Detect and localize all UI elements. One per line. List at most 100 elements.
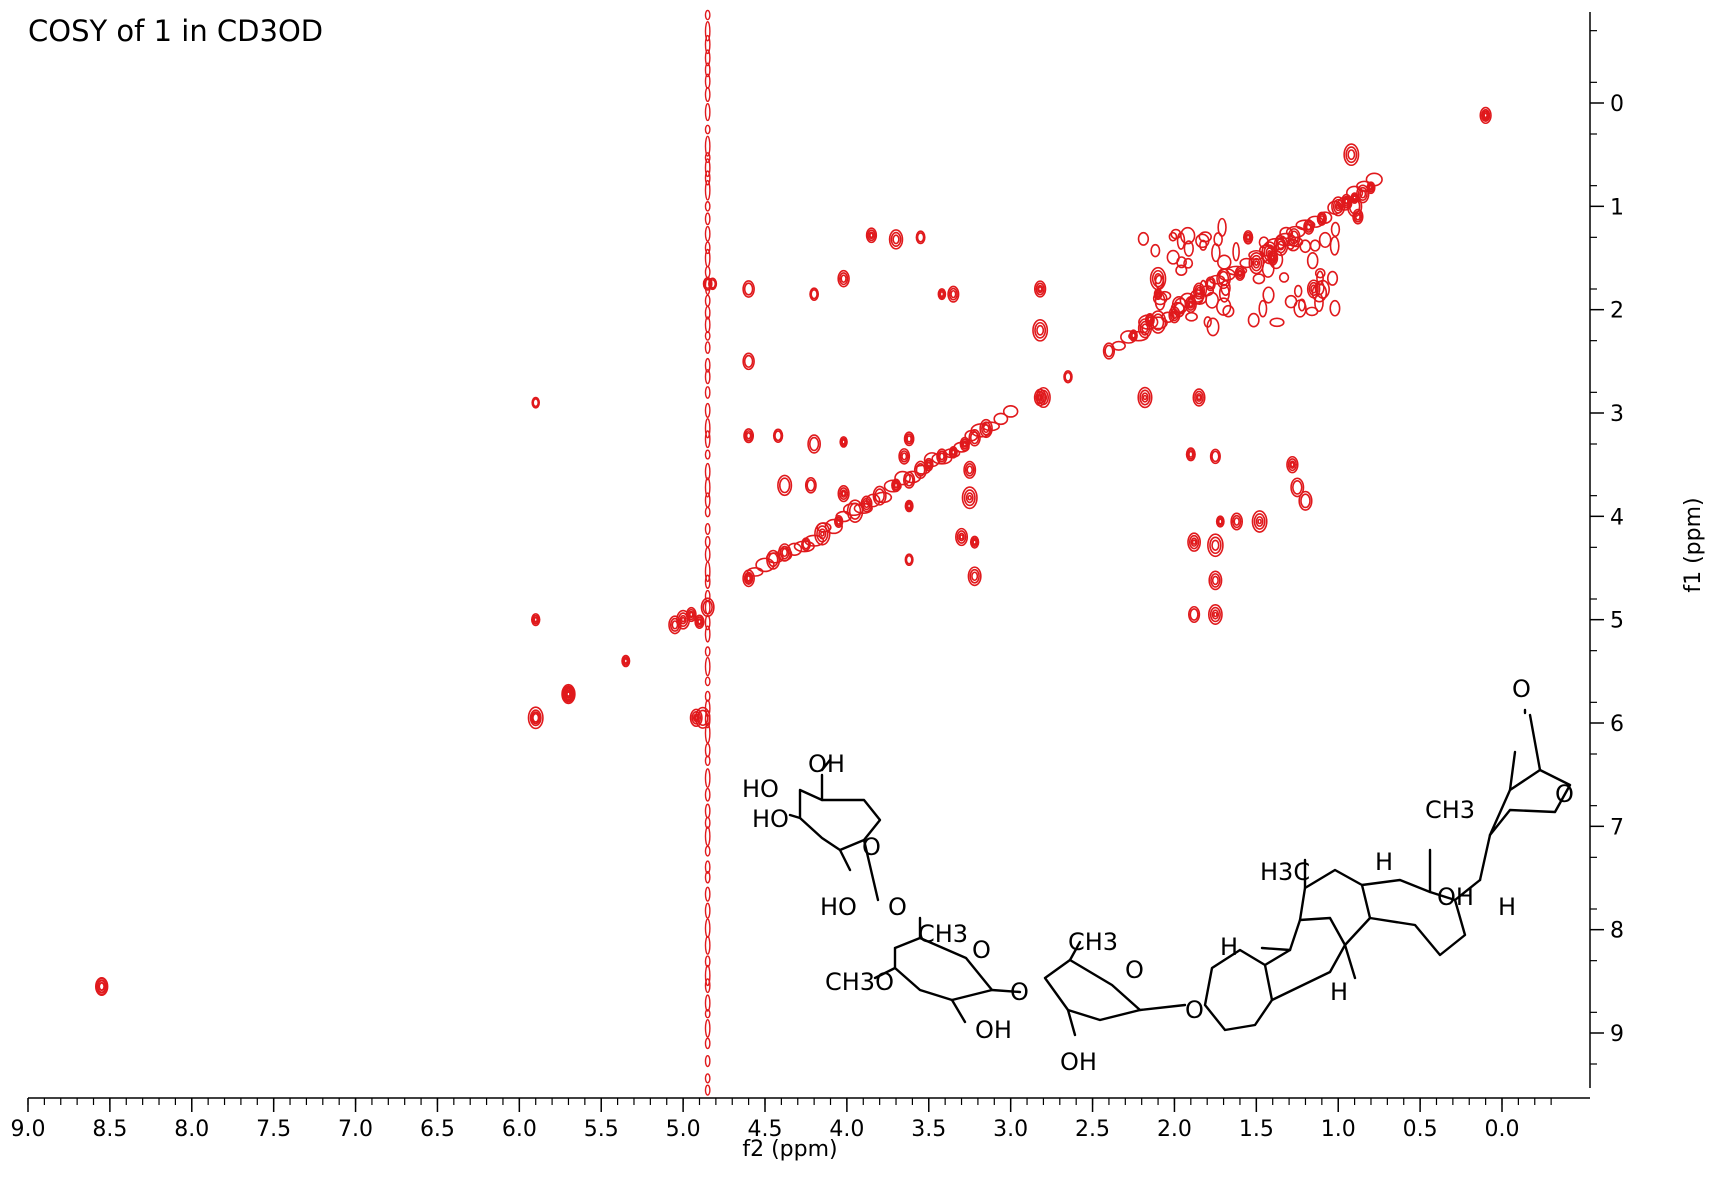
y-tick-label: 4 — [1610, 505, 1624, 530]
contour-peak — [677, 612, 689, 628]
contour-peak — [564, 689, 573, 700]
axes-layer: 9.0 8.5 8.0 7.5 7.0 6.5 6.0 5.5 5.0 4.5 4.0 3.5 3.0 2… — [11, 12, 1706, 1162]
contour-peak — [906, 435, 912, 443]
contour-peak — [533, 616, 539, 623]
contour-peak — [939, 291, 945, 298]
contour-peak — [746, 575, 752, 582]
solvent-peak — [704, 225, 711, 242]
contour-peak — [867, 229, 876, 242]
label-o: O — [1555, 780, 1574, 808]
contour-cluster — [1170, 228, 1182, 240]
contour-peak — [96, 979, 107, 994]
solvent-peak — [704, 9, 711, 21]
contour-peak — [951, 449, 956, 456]
contour-diagonal — [1239, 257, 1254, 269]
solvent-peak — [704, 599, 711, 615]
contour-peak — [1237, 270, 1243, 277]
contour-peak — [903, 431, 915, 447]
contour-peak — [527, 706, 544, 730]
contour-peak — [904, 499, 914, 513]
contour-peak — [1342, 195, 1351, 207]
contour-diagonal — [1306, 215, 1324, 228]
contour-cluster — [1173, 297, 1188, 315]
contour-diagonal — [816, 522, 832, 533]
contour-diagonal — [953, 441, 970, 453]
label-oh: OH — [975, 1016, 1012, 1044]
contour-peak — [955, 527, 969, 547]
x-tick-label: 8.0 — [174, 1117, 209, 1142]
solvent-peak — [704, 646, 711, 657]
contour-peak — [531, 396, 541, 409]
solvent-peak — [704, 402, 711, 418]
solvent-peak — [704, 1018, 711, 1038]
contour-peak — [1036, 284, 1044, 294]
contour-peak — [905, 433, 914, 445]
x-tick-label: 2.5 — [1075, 1117, 1110, 1142]
contour-peak — [745, 431, 752, 440]
x-tick-label: 3.0 — [993, 1117, 1028, 1142]
contour-diagonal — [786, 542, 803, 557]
contour-peak — [839, 436, 848, 448]
contour-peak — [967, 494, 973, 501]
contour-peak — [1142, 394, 1148, 401]
solvent-peak — [704, 418, 711, 439]
solvent-peak — [704, 535, 711, 548]
solvent-peak — [704, 574, 711, 589]
solvent-peak — [704, 248, 711, 268]
contour-peak — [804, 477, 817, 494]
label-ch3: CH3 — [1425, 796, 1475, 824]
contour-cluster — [1293, 284, 1303, 298]
solvent-peak — [704, 955, 711, 968]
x-tick-label: 6.0 — [502, 1117, 537, 1142]
contour-peak — [563, 686, 574, 702]
contour-peak — [916, 232, 925, 243]
contour-peak — [841, 439, 846, 445]
solvent-peak — [704, 699, 711, 718]
solvent-peak — [704, 341, 711, 354]
contour-peak — [1254, 260, 1259, 266]
solvent-peak — [704, 935, 711, 955]
solvent-peak — [704, 860, 711, 874]
solvent-peak — [704, 1073, 711, 1084]
contour-cluster — [1187, 295, 1204, 305]
contour-peak — [1308, 281, 1319, 297]
label-o: O — [862, 833, 881, 861]
contour-peak — [95, 977, 109, 996]
solvent-peak — [704, 430, 711, 449]
contour-peak — [1211, 575, 1219, 586]
contour-peak — [1230, 512, 1244, 531]
contour-cluster — [1252, 273, 1266, 285]
contour-peak — [1343, 143, 1360, 167]
y-tick-label: 5 — [1610, 609, 1624, 634]
contour-peak — [1037, 286, 1043, 292]
contour-peak — [778, 477, 791, 494]
contour-peak — [963, 460, 977, 479]
contour-peak — [1188, 450, 1194, 458]
label-h: H — [1220, 933, 1238, 961]
contour-peak — [1253, 513, 1266, 530]
contour-cluster — [1261, 259, 1275, 278]
contour-cluster — [1183, 240, 1194, 257]
solvent-peak — [704, 722, 711, 744]
contour-cluster — [1154, 274, 1165, 290]
contour-peak — [742, 352, 755, 371]
contour-cluster — [1247, 312, 1260, 328]
contour-peak — [743, 428, 755, 444]
solvent-peak — [704, 902, 711, 919]
contour-peak — [1186, 449, 1195, 460]
label-ch3: CH3 — [918, 920, 968, 948]
label-o: O — [1185, 996, 1204, 1024]
solvent-peak — [704, 886, 711, 902]
contour-peak — [676, 609, 691, 630]
contour-diagonal — [1345, 185, 1364, 200]
contour-peak — [1188, 534, 1200, 550]
contour-cluster — [1166, 249, 1180, 265]
label-oh: OH — [1437, 883, 1474, 911]
contour-diagonal — [903, 470, 922, 484]
contour-diagonal — [1365, 172, 1383, 187]
contour-peak — [1191, 539, 1197, 545]
contour-peak — [1287, 458, 1298, 472]
contour-peak — [1345, 146, 1358, 164]
solvent-peak — [704, 152, 711, 164]
